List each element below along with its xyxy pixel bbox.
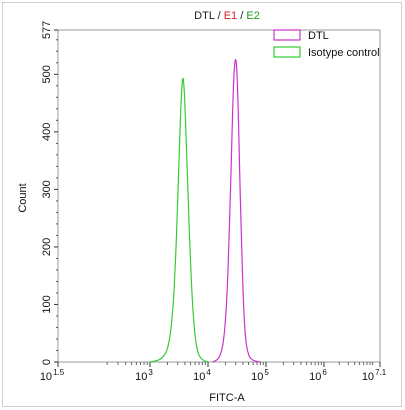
y-tick-label: 400 — [41, 123, 53, 141]
y-axis-title: Count — [17, 183, 29, 212]
x-tick-label: 103 — [135, 368, 153, 383]
x-axis: 101.5 103 104 105 106 107.1 — [40, 362, 387, 383]
legend-swatch — [273, 46, 301, 58]
x-axis-title: FITC-A — [209, 392, 245, 404]
x-tick-label: 101.5 — [40, 368, 65, 383]
x-tick-label: 107.1 — [362, 368, 387, 383]
series-layer — [149, 59, 261, 363]
chart-title-text: DTL / E1 / E2 — [194, 10, 260, 22]
chart-frame — [2, 2, 402, 407]
legend-label: DTL — [308, 30, 329, 42]
series-line — [212, 59, 261, 363]
y-tick-label: 0 — [41, 359, 53, 365]
chart-title: DTL / E1 / E2 — [194, 10, 260, 22]
x-tick-label: 106 — [309, 368, 327, 383]
series-line — [149, 77, 209, 363]
x-tick-label: 105 — [251, 368, 269, 383]
title-part: DTL — [194, 10, 215, 22]
title-part: E2 — [246, 10, 259, 22]
y-tick-label: 300 — [41, 180, 53, 198]
y-tick-label: 200 — [41, 238, 53, 256]
legend-label: Isotype control — [308, 47, 380, 59]
legend-swatch — [273, 29, 301, 41]
x-tick-label: 104 — [193, 368, 211, 383]
title-part: / — [215, 10, 224, 22]
title-part: / — [237, 10, 246, 22]
y-tick-label: 577 — [41, 21, 53, 39]
title-part: E1 — [224, 10, 237, 22]
y-tick-label: 100 — [41, 295, 53, 313]
y-tick-label: 500 — [41, 65, 53, 83]
plot-area — [57, 29, 381, 363]
y-axis: 0 100 200 300 400 500 577 — [41, 21, 58, 365]
plot-border — [57, 29, 381, 363]
legend: DTL Isotype control — [273, 29, 380, 59]
